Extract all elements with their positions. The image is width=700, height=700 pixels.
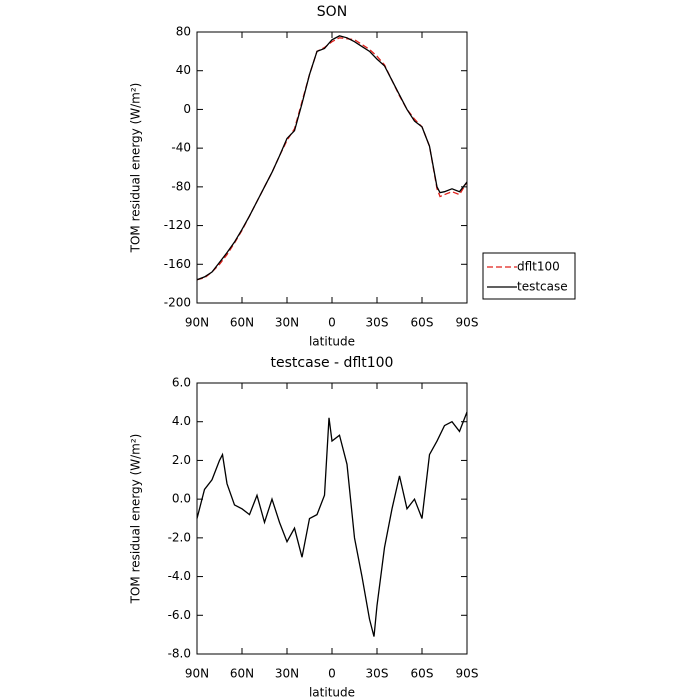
y-tick-label: -6.0 — [168, 608, 191, 622]
data-line — [196, 37, 468, 281]
y-axis-label: TOM residual energy (W/m²) — [129, 83, 143, 254]
y-tick-label: -8.0 — [168, 647, 191, 661]
chart-title: testcase - dflt100 — [271, 355, 394, 371]
y-tick-label: 80 — [176, 25, 191, 39]
x-tick-label: 60S — [411, 316, 434, 330]
legend-label: testcase — [517, 280, 568, 294]
x-tick-label: 90N — [185, 316, 209, 330]
x-tick-label: 60N — [230, 316, 254, 330]
legend-box — [482, 252, 576, 300]
legend-label: dflt100 — [517, 260, 560, 274]
y-tick-label: 0 — [183, 102, 191, 116]
data-line — [196, 35, 468, 281]
y-tick-label: 4.0 — [172, 414, 191, 428]
x-tick-label: 90S — [456, 316, 479, 330]
y-tick-label: 40 — [176, 63, 191, 77]
y-tick-label: 2.0 — [172, 453, 191, 467]
chart-title: SON — [317, 4, 347, 20]
y-tick-label: -2.0 — [168, 530, 191, 544]
x-tick-label: 30S — [366, 316, 389, 330]
x-axis-label: latitude — [309, 335, 355, 349]
data-line — [196, 411, 468, 637]
x-tick-label: 60S — [411, 667, 434, 681]
x-tick-label: 60N — [230, 667, 254, 681]
x-axis-label: latitude — [309, 686, 355, 700]
y-tick-label: -160 — [164, 257, 191, 271]
plot-frame — [196, 31, 468, 304]
y-tick-label: -80 — [171, 179, 191, 193]
x-tick-label: 30N — [275, 316, 299, 330]
x-tick-label: 90N — [185, 667, 209, 681]
x-tick-label: 0 — [328, 316, 336, 330]
plot-frame — [196, 382, 468, 655]
x-tick-label: 30N — [275, 667, 299, 681]
y-tick-label: -4.0 — [168, 569, 191, 583]
x-tick-label: 90S — [456, 667, 479, 681]
x-tick-label: 30S — [366, 667, 389, 681]
y-tick-label: -200 — [164, 296, 191, 310]
x-tick-label: 0 — [328, 667, 336, 681]
y-axis-label: TOM residual energy (W/m²) — [129, 434, 143, 605]
y-tick-label: 0.0 — [172, 492, 191, 506]
y-tick-label: -40 — [171, 141, 191, 155]
y-tick-label: 6.0 — [172, 376, 191, 390]
y-tick-label: -120 — [164, 218, 191, 232]
